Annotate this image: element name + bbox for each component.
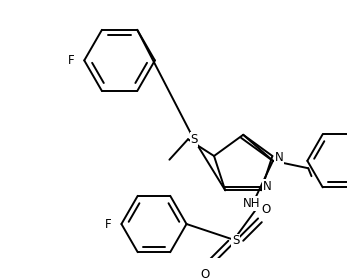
Text: S: S — [232, 234, 239, 247]
Text: F: F — [68, 54, 75, 67]
Text: F: F — [105, 217, 112, 230]
Text: O: O — [201, 268, 210, 278]
Text: N: N — [262, 180, 271, 193]
Text: N: N — [275, 151, 283, 164]
Text: S: S — [190, 133, 198, 146]
Text: O: O — [261, 203, 270, 216]
Text: NH: NH — [243, 197, 260, 210]
